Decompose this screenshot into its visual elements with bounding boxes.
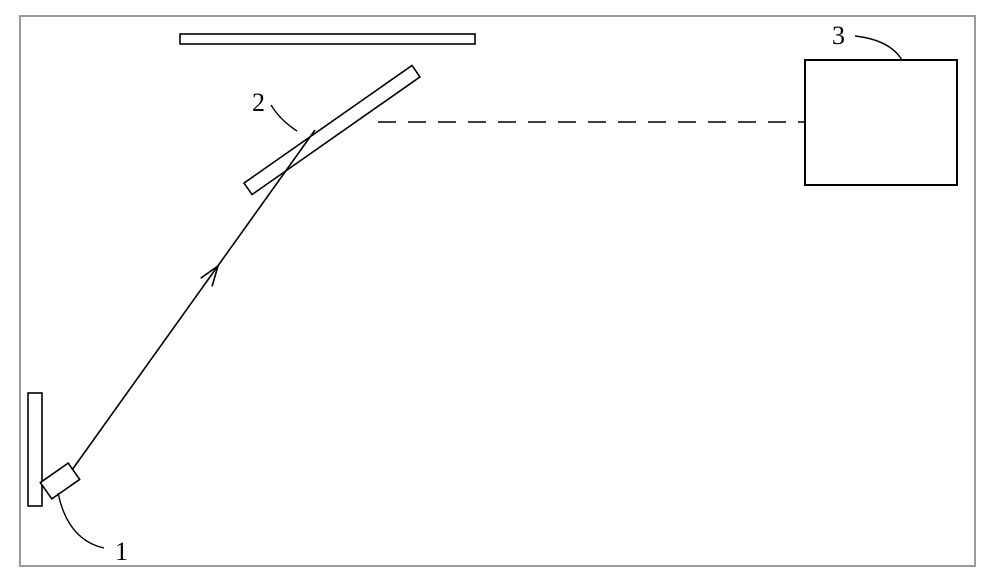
- receiver_box: [805, 60, 957, 185]
- top_bar: [180, 34, 475, 44]
- callout-label-1: 1: [115, 537, 128, 566]
- callout-label-2: 2: [252, 88, 265, 117]
- callout-label-3: 3: [832, 21, 845, 50]
- emitter_base: [28, 393, 42, 506]
- ray-solid: [72, 130, 315, 470]
- callout-leader-1: [58, 493, 104, 548]
- diag_plate: [244, 65, 420, 194]
- callout-leader-3: [855, 36, 902, 60]
- callout-leader-2: [271, 105, 297, 131]
- diagram-canvas: 1 2 3: [0, 0, 1000, 583]
